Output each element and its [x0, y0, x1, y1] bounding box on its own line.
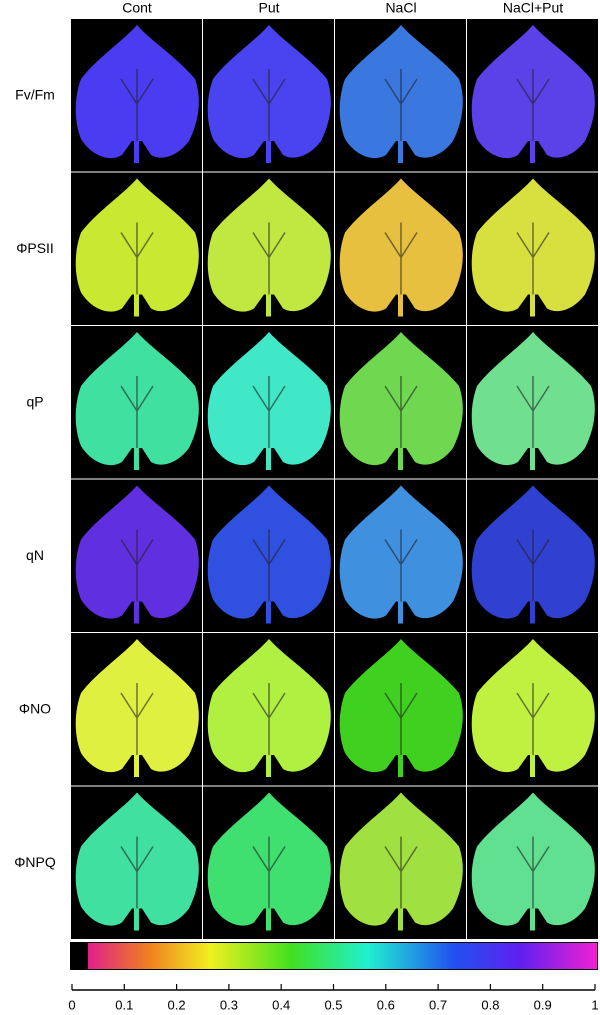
leaf-image: [467, 172, 598, 325]
leaf-image: [467, 326, 598, 479]
leaf-image: [335, 172, 466, 325]
row-label: qP: [26, 393, 43, 409]
leaf-vein: [384, 836, 418, 909]
leaf-vein: [516, 222, 550, 295]
leaf-vein: [516, 69, 550, 141]
column-header: NaCl+Put: [503, 0, 563, 16]
colorbar: [88, 943, 597, 969]
tick-label: 0.1: [115, 997, 133, 1012]
tick-label: 0.3: [220, 997, 238, 1012]
row-label: qN: [26, 547, 44, 563]
leaf-image: [71, 19, 202, 172]
leaf-image: [335, 479, 466, 632]
leaf-image: [335, 633, 466, 786]
leaf-vein: [252, 376, 286, 448]
tick-label: 0.7: [429, 997, 447, 1012]
leaf-vein: [516, 376, 550, 448]
leaf-image: [335, 786, 466, 939]
tick-label: 0.8: [481, 997, 499, 1012]
leaf-vein: [120, 69, 154, 141]
column-header: NaCl: [385, 0, 416, 16]
leaf-image: [71, 479, 202, 632]
tick-label: 0: [68, 997, 75, 1012]
leaf-vein: [252, 69, 286, 141]
column-header: Cont: [122, 0, 152, 16]
row-label: ΦNPQ: [14, 854, 56, 870]
leaf-vein: [384, 376, 418, 448]
leaf-image: [71, 633, 202, 786]
leaf-vein: [384, 683, 418, 755]
leaf-vein: [120, 222, 154, 295]
tick-label: 0.4: [272, 997, 290, 1012]
tick-label: 1: [591, 997, 598, 1012]
leaf-image: [203, 786, 334, 939]
leaf-image: [203, 326, 334, 479]
leaf-image: [203, 19, 334, 172]
image-grid: [71, 19, 598, 939]
leaf-vein: [120, 683, 154, 755]
leaf-vein: [252, 222, 286, 295]
leaf-image: [467, 786, 598, 939]
leaf-vein: [252, 529, 286, 602]
tick-label: 0.9: [534, 997, 552, 1012]
leaf-image: [71, 172, 202, 325]
leaf-image: [335, 326, 466, 479]
row-label: ΦPSII: [16, 240, 54, 256]
leaf-image: [467, 19, 598, 172]
leaf-vein: [252, 683, 286, 755]
leaf-image: [467, 633, 598, 786]
column-header: Put: [258, 0, 279, 16]
row-label: ΦNO: [19, 700, 51, 716]
leaf-image: [335, 19, 466, 172]
leaf-vein: [384, 529, 418, 602]
leaf-image: [203, 479, 334, 632]
leaf-vein: [120, 529, 154, 602]
tick-label: 0.5: [324, 997, 342, 1012]
leaf-vein: [120, 836, 154, 909]
leaf-vein: [252, 836, 286, 909]
tick-label: 0.6: [377, 997, 395, 1012]
leaf-image: [203, 172, 334, 325]
leaf-vein: [516, 836, 550, 909]
leaf-vein: [384, 222, 418, 295]
leaf-vein: [384, 69, 418, 141]
leaf-image: [71, 326, 202, 479]
leaf-image: [203, 633, 334, 786]
row-label: Fv/Fm: [15, 86, 55, 102]
leaf-vein: [120, 376, 154, 448]
leaf-image: [71, 786, 202, 939]
leaf-vein: [516, 683, 550, 755]
leaf-vein: [516, 529, 550, 602]
leaf-image: [467, 479, 598, 632]
tick-label: 0.2: [168, 997, 186, 1012]
